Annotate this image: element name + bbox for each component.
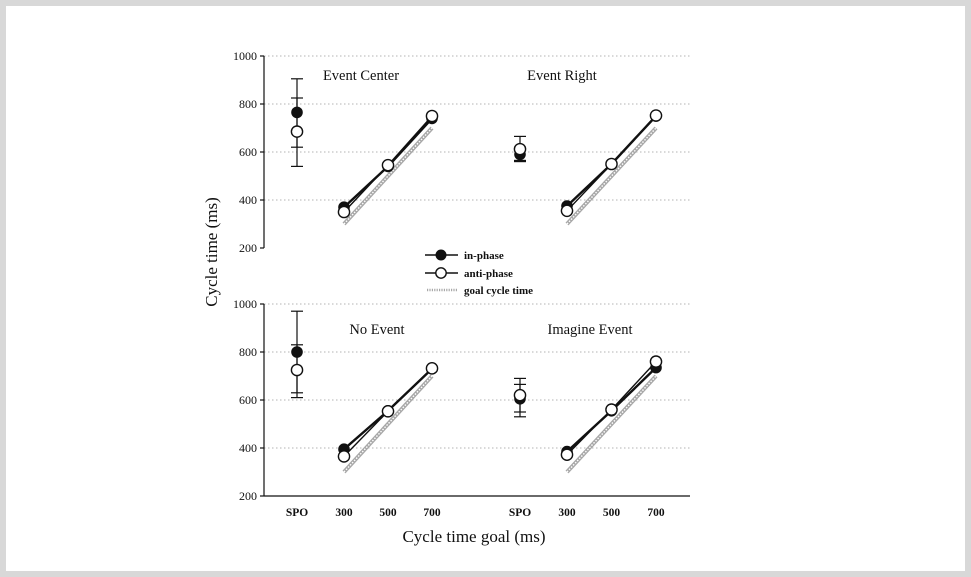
panel-imagine-event: Imagine Event SPO 300 500 700 [509, 322, 665, 519]
goal-line-inner [566, 375, 657, 473]
data-point-in-phase [291, 106, 303, 119]
panel-title: Event Right [527, 68, 597, 84]
legend-inphase-marker [435, 249, 447, 261]
data-point-anti-phase [290, 125, 304, 138]
data-point-anti-phase [513, 388, 527, 402]
y-tick-label: 1000 [233, 297, 257, 311]
data-point-anti-phase [425, 109, 439, 123]
legend: in-phase anti-phase goal cycle time [425, 249, 533, 297]
data-point-anti-phase [605, 403, 618, 416]
panel-event-center: Event Center [290, 68, 439, 226]
y-tick-label: 1000 [233, 49, 257, 63]
data-point-in-phase [291, 346, 303, 358]
panel-no-event: No Event SPO 300 500 700 [286, 310, 441, 519]
data-point-anti-phase [649, 109, 663, 122]
y-tick-label: 200 [239, 489, 257, 503]
goal-line-inner [343, 127, 433, 225]
goal-line-inner [343, 375, 433, 473]
y-tick-label: 600 [239, 145, 257, 159]
y-tick-label: 800 [239, 345, 257, 359]
goal-line-inner [566, 127, 657, 225]
data-point-anti-phase [381, 404, 395, 418]
x-tick-label: 700 [423, 507, 441, 519]
x-tick-label: 500 [379, 507, 397, 519]
legend-label-goal: goal cycle time [464, 285, 533, 297]
legend-label-inphase: in-phase [464, 250, 504, 262]
panel-row-1: 200 400 600 800 1000 Event Center Event Right [233, 49, 690, 255]
x-tick-label: SPO [286, 507, 308, 519]
data-point-anti-phase [381, 158, 395, 172]
x-tick-label: 300 [558, 507, 576, 519]
data-point-anti-phase [425, 362, 439, 375]
goal-line [342, 374, 434, 474]
y-tick-label: 400 [239, 193, 257, 207]
x-tick-label: 500 [603, 507, 621, 519]
x-axis-title: Cycle time goal (ms) [402, 527, 545, 546]
y-tick-label: 600 [239, 393, 257, 407]
x-tick-label: 700 [647, 507, 665, 519]
data-point-anti-phase [337, 205, 351, 219]
data-point-anti-phase [290, 363, 304, 377]
panel-event-right: Event Right [513, 68, 663, 226]
x-tick-label: 300 [335, 507, 353, 519]
legend-antiphase-marker [435, 267, 447, 279]
x-tick-label: SPO [509, 507, 531, 519]
data-point-anti-phase [649, 355, 663, 368]
panel-title: Event Center [323, 68, 399, 84]
data-point-anti-phase [560, 204, 574, 218]
data-point-anti-phase [337, 450, 351, 463]
goal-line [342, 126, 434, 226]
panel-title: Imagine Event [548, 322, 633, 338]
y-tick-label: 800 [239, 97, 257, 111]
y-axis-title: Cycle time (ms) [202, 197, 221, 307]
data-point-anti-phase [513, 142, 527, 156]
panel-title: No Event [349, 322, 404, 338]
y-tick-label: 200 [239, 241, 257, 255]
legend-label-antiphase: anti-phase [464, 268, 513, 280]
data-point-anti-phase [605, 157, 618, 171]
data-point-anti-phase [560, 448, 574, 462]
y-tick-label: 400 [239, 441, 257, 455]
